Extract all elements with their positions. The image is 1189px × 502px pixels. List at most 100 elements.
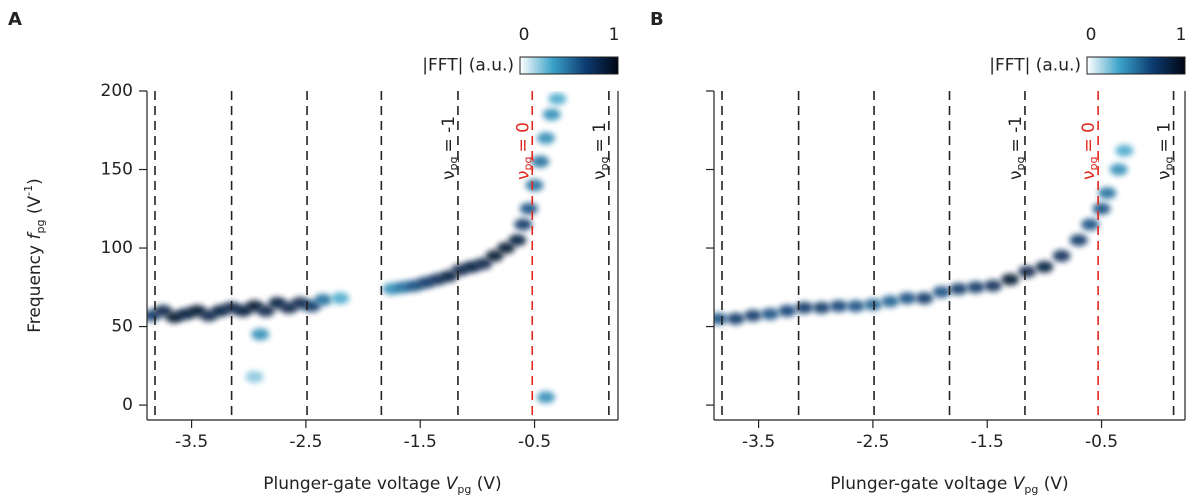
annotation-sub: pg <box>521 157 534 171</box>
fft-peak <box>812 301 831 314</box>
fft-peak <box>331 292 350 305</box>
fft-peak <box>251 328 270 341</box>
fft-peak <box>881 295 900 308</box>
fft-peak <box>863 298 882 311</box>
fft-peak <box>1018 265 1037 278</box>
y-axis-label: Frequency fpg (V-1) <box>22 178 47 332</box>
x-label-var: V <box>1013 474 1026 494</box>
x-tick-label: -1.5 <box>971 432 1004 452</box>
fft-peak <box>1035 260 1054 273</box>
y-label-close: ) <box>25 178 45 185</box>
annotation-symbol: ν <box>1079 171 1099 181</box>
x-tick-label: -3.5 <box>742 432 775 452</box>
x-tick-label: -0.5 <box>1085 432 1118 452</box>
colorbar <box>1086 56 1186 75</box>
panel-label: A <box>8 9 22 30</box>
fft-peak <box>1098 187 1117 200</box>
annotation-sub: pg <box>447 157 460 171</box>
y-tick-label: 0 <box>122 395 133 415</box>
fft-peak <box>949 282 968 295</box>
x-tick-label: -2.5 <box>289 432 322 452</box>
heatmap <box>714 144 1134 325</box>
y-label-unit: (V <box>25 196 45 220</box>
x-label-text: Plunger-gate voltage <box>830 474 1012 494</box>
y-label-var: f <box>25 231 45 240</box>
annotation: νpg = -1 <box>1006 116 1027 180</box>
x-axis-label: Plunger-gate voltage Vpg (V) <box>830 474 1068 496</box>
annotation-sub: pg <box>1087 157 1100 171</box>
x-tick-label: -2.5 <box>856 432 889 452</box>
fft-peak <box>245 370 264 383</box>
y-label-text: Frequency <box>25 240 45 333</box>
colorbar-label: |FFT| (a.u.) <box>989 56 1081 76</box>
annotation-sub: pg <box>1014 157 1027 171</box>
fft-peak <box>898 292 917 305</box>
fft-peak <box>508 234 527 247</box>
annotation-symbol: ν <box>513 171 533 181</box>
heatmap <box>147 92 567 404</box>
fft-peak <box>485 249 504 262</box>
fft-peak <box>829 300 848 313</box>
x-label-text: Plunger-gate voltage <box>263 474 445 494</box>
fft-peak <box>1001 273 1020 286</box>
fft-peak <box>726 312 745 325</box>
annotation: νpg = 1 <box>590 122 611 180</box>
y-tick-label: 50 <box>111 317 133 337</box>
fft-peak <box>536 132 555 145</box>
x-tick-label: -0.5 <box>518 432 551 452</box>
x-label-sub: pg <box>1024 483 1038 496</box>
fft-peak <box>761 307 780 320</box>
fft-peak <box>314 293 333 306</box>
annotation: νpg = 1 <box>1155 122 1176 180</box>
fft-peak <box>932 286 951 299</box>
fft-peak <box>1109 163 1128 176</box>
fft-peak <box>915 292 934 305</box>
colorbar-tick-label: 1 <box>609 25 620 45</box>
annotation: νpg = 0 <box>1079 122 1100 180</box>
annotation-symbol: ν <box>1155 171 1175 181</box>
annotation-value: = 1 <box>590 122 610 152</box>
annotation-symbol: ν <box>1006 171 1026 180</box>
fft-peak <box>474 257 493 270</box>
colorbar-tick-label: 1 <box>1176 25 1187 45</box>
fft-peak <box>795 301 814 314</box>
x-label-sub: pg <box>457 483 471 496</box>
fft-peak <box>519 202 538 215</box>
colorbar-tick-label: 0 <box>519 25 530 45</box>
y-label-sup: -1 <box>22 185 35 196</box>
y-tick-label: 100 <box>101 238 133 258</box>
fft-peak <box>542 108 561 121</box>
fft-peak <box>1081 218 1100 231</box>
colorbar-label: |FFT| (a.u.) <box>422 56 514 76</box>
x-axis-label: Plunger-gate voltage Vpg (V) <box>263 474 501 496</box>
fft-peak <box>514 218 533 231</box>
fft-peak <box>1092 202 1111 215</box>
x-label-var: V <box>446 474 459 494</box>
colorbar <box>519 56 619 75</box>
annotation-sub: pg <box>598 157 611 171</box>
annotation-value: = -1 <box>439 116 459 153</box>
x-tick-label: -3.5 <box>175 432 208 452</box>
x-label-unit: (V) <box>471 474 501 494</box>
fft-peak <box>1069 234 1088 247</box>
annotation: νpg = 0 <box>513 122 534 180</box>
annotation-symbol: ν <box>439 171 459 181</box>
annotation-symbol: ν <box>590 171 610 181</box>
fft-peak <box>1115 144 1134 157</box>
y-tick-label: 150 <box>101 160 133 180</box>
fft-peak <box>548 92 567 105</box>
fft-peak <box>846 300 865 313</box>
fft-peak <box>536 391 555 404</box>
annotation-value: = 1 <box>1155 122 1175 152</box>
annotation-sub: pg <box>1163 157 1176 171</box>
annotation: νpg = -1 <box>439 116 460 180</box>
fft-peak <box>531 155 550 168</box>
fft-peak <box>966 281 985 294</box>
fft-peak <box>743 309 762 322</box>
fft-peak <box>1052 249 1071 262</box>
fft-peak <box>256 304 275 317</box>
annotation-value: = -1 <box>1006 116 1026 153</box>
